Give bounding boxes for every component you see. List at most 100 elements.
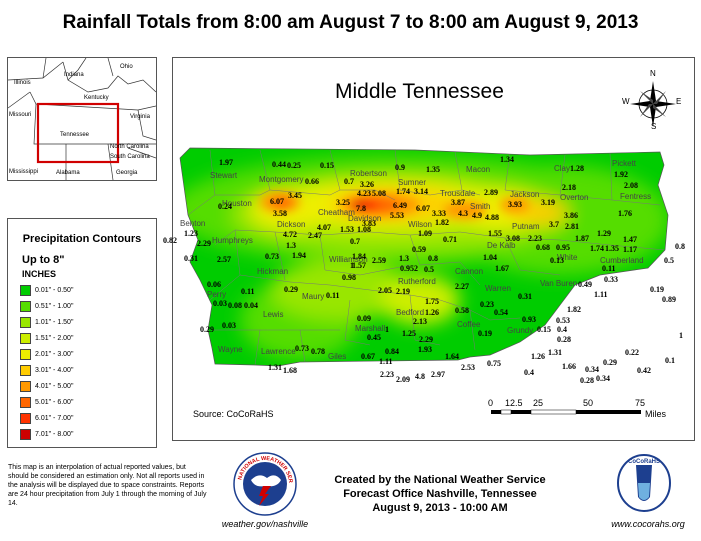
rainfall-value: 4.72 — [283, 230, 297, 239]
rainfall-value: 1.11 — [594, 290, 608, 299]
map-title: Rainfall Totals from 8:00 am August 7 to… — [62, 12, 639, 33]
county-label: Maury — [302, 292, 325, 301]
county-label: White — [557, 253, 578, 262]
rainfall-value: 0.73 — [265, 252, 279, 261]
rainfall-value: 3.19 — [541, 198, 555, 207]
rainfall-value: 0.22 — [625, 348, 639, 357]
county-label: Cheatham — [318, 208, 355, 217]
scale-unit-label: Miles — [645, 409, 667, 419]
rainfall-value: 0.59 — [412, 245, 426, 254]
rainfall-value: 4.23 — [357, 189, 371, 198]
rainfall-value: 0.98 — [342, 273, 356, 282]
credit-block: Created by the National Weather Service … — [325, 473, 555, 515]
county-label: Sumner — [398, 178, 427, 187]
credit-line: Forecast Office Nashville, Tennessee — [343, 488, 537, 500]
rainfall-value: 0.24 — [218, 202, 232, 211]
county-label: Cumberland — [600, 256, 644, 265]
cocorahs-website-link[interactable]: www.cocorahs.org — [611, 519, 685, 529]
inset-label-indiana: Indiana — [64, 72, 84, 78]
scale-bar — [491, 409, 641, 415]
rainfall-value: 6.49 — [393, 201, 407, 210]
rainfall-value: 0.1 — [665, 356, 675, 365]
rainfall-value: 1.84 — [352, 252, 366, 261]
rainfall-value: 0.78 — [311, 347, 325, 356]
rainfall-value: 0.08 — [228, 301, 242, 310]
legend-swatch — [20, 381, 31, 392]
rainfall-value: 0.75 — [487, 359, 501, 368]
rainfall-value: 0.8 — [675, 242, 685, 251]
rainfall-value: 0.93 — [522, 315, 536, 324]
rainfall-value: 1.28 — [570, 164, 584, 173]
rainfall-value: 0.03 — [222, 321, 236, 330]
rainfall-value: 2.57 — [217, 255, 231, 264]
precipitation-legend: Precipitation Contours Up to 8" INCHES 0… — [7, 218, 157, 448]
rainfall-value: 1.66 — [562, 362, 576, 371]
rainfall-value: 0.5 — [664, 256, 674, 265]
county-label: Williamson — [329, 255, 368, 264]
rainfall-value: 2.47 — [308, 231, 322, 240]
county-label: Wayne — [218, 345, 243, 354]
inset-label-kentucky: Kentucky — [84, 95, 109, 101]
rainfall-value: 2.23 — [528, 234, 542, 243]
rainfall-value: 0.06 — [207, 280, 221, 289]
county-label: Montgomery — [259, 175, 304, 184]
rainfall-value: 1.53 — [340, 225, 354, 234]
county-label: Fentress — [620, 192, 652, 201]
rainfall-value: 2.29 — [197, 239, 211, 248]
county-label: Cannon — [455, 267, 484, 276]
rainfall-value: 0.42 — [637, 366, 651, 375]
rainfall-value: 0.67 — [361, 352, 375, 361]
legend-swatch — [20, 317, 31, 328]
legend-item: 3.01" - 4.00" — [20, 365, 73, 376]
inset-label-illinois: Illinois — [14, 80, 31, 86]
rainfall-value: 1.25 — [402, 329, 416, 338]
rainfall-value: 1.82 — [435, 218, 449, 227]
nws-website-link[interactable]: weather.gov/nashville — [221, 519, 309, 529]
rainfall-value: 1.97 — [219, 158, 233, 167]
cocorahs-logo-text: CoCoRaHS — [628, 459, 660, 465]
rainfall-value: 1.11 — [379, 357, 393, 366]
rainfall-value: 0.13 — [550, 256, 564, 265]
county-label: Rutherford — [398, 277, 436, 286]
rainfall-value: 0.25 — [287, 161, 301, 170]
rainfall-value: 2.59 — [372, 256, 386, 265]
rainfall-value: 1.26 — [425, 308, 439, 317]
rainfall-value: 3.25 — [336, 198, 350, 207]
legend-item: 4.01" - 5.00" — [20, 381, 73, 392]
inset-label-georgia: Georgia — [116, 170, 138, 176]
legend-swatch — [20, 429, 31, 440]
legend-swatch — [20, 397, 31, 408]
rainfall-value: 2.13 — [413, 317, 427, 326]
legend-title: Precipitation Contours — [22, 233, 142, 245]
rainfall-value: 4.3 — [458, 209, 468, 218]
legend-label: 2.01" - 3.00" — [35, 351, 74, 358]
legend-label: 0.51" - 1.00" — [35, 303, 74, 310]
rainfall-value: 0.31 — [518, 292, 532, 301]
rainfall-value: 0.11 — [326, 291, 340, 300]
rainfall-value: 3.14 — [414, 187, 428, 196]
legend-label: 4.01" - 5.00" — [35, 383, 74, 390]
rainfall-value: 1.23 — [184, 229, 198, 238]
rainfall-value: 1.17 — [623, 245, 637, 254]
scale-tick-label: 0 — [488, 398, 494, 408]
rainfall-value: 0.4 — [524, 368, 534, 377]
rainfall-value: 2.08 — [624, 181, 638, 190]
compass-south-label: S — [651, 122, 657, 131]
rainfall-value: 1.64 — [445, 352, 459, 361]
county-label: Grundy — [507, 326, 534, 335]
legend-label: 7.01" - 8.00" — [35, 431, 74, 438]
rainfall-value: 1.92 — [614, 170, 628, 179]
rainfall-value: 3.33 — [432, 209, 446, 218]
rainfall-value: 0.23 — [480, 300, 494, 309]
rainfall-value: 5.08 — [372, 189, 386, 198]
county-label: Lawrence — [261, 347, 296, 356]
rainfall-value: 0.34 — [596, 374, 610, 383]
rainfall-value: 0.9 — [395, 163, 405, 172]
rainfall-value: 6.07 — [270, 197, 284, 206]
legend-swatch — [20, 413, 31, 424]
rainfall-value: 1 — [350, 261, 354, 270]
rainfall-value: 2.89 — [484, 188, 498, 197]
credit-line: August 9, 2013 - 10:00 AM — [372, 502, 508, 514]
rainfall-value: 2.97 — [431, 370, 445, 379]
inset-label-alabama: Alabama — [56, 170, 80, 176]
